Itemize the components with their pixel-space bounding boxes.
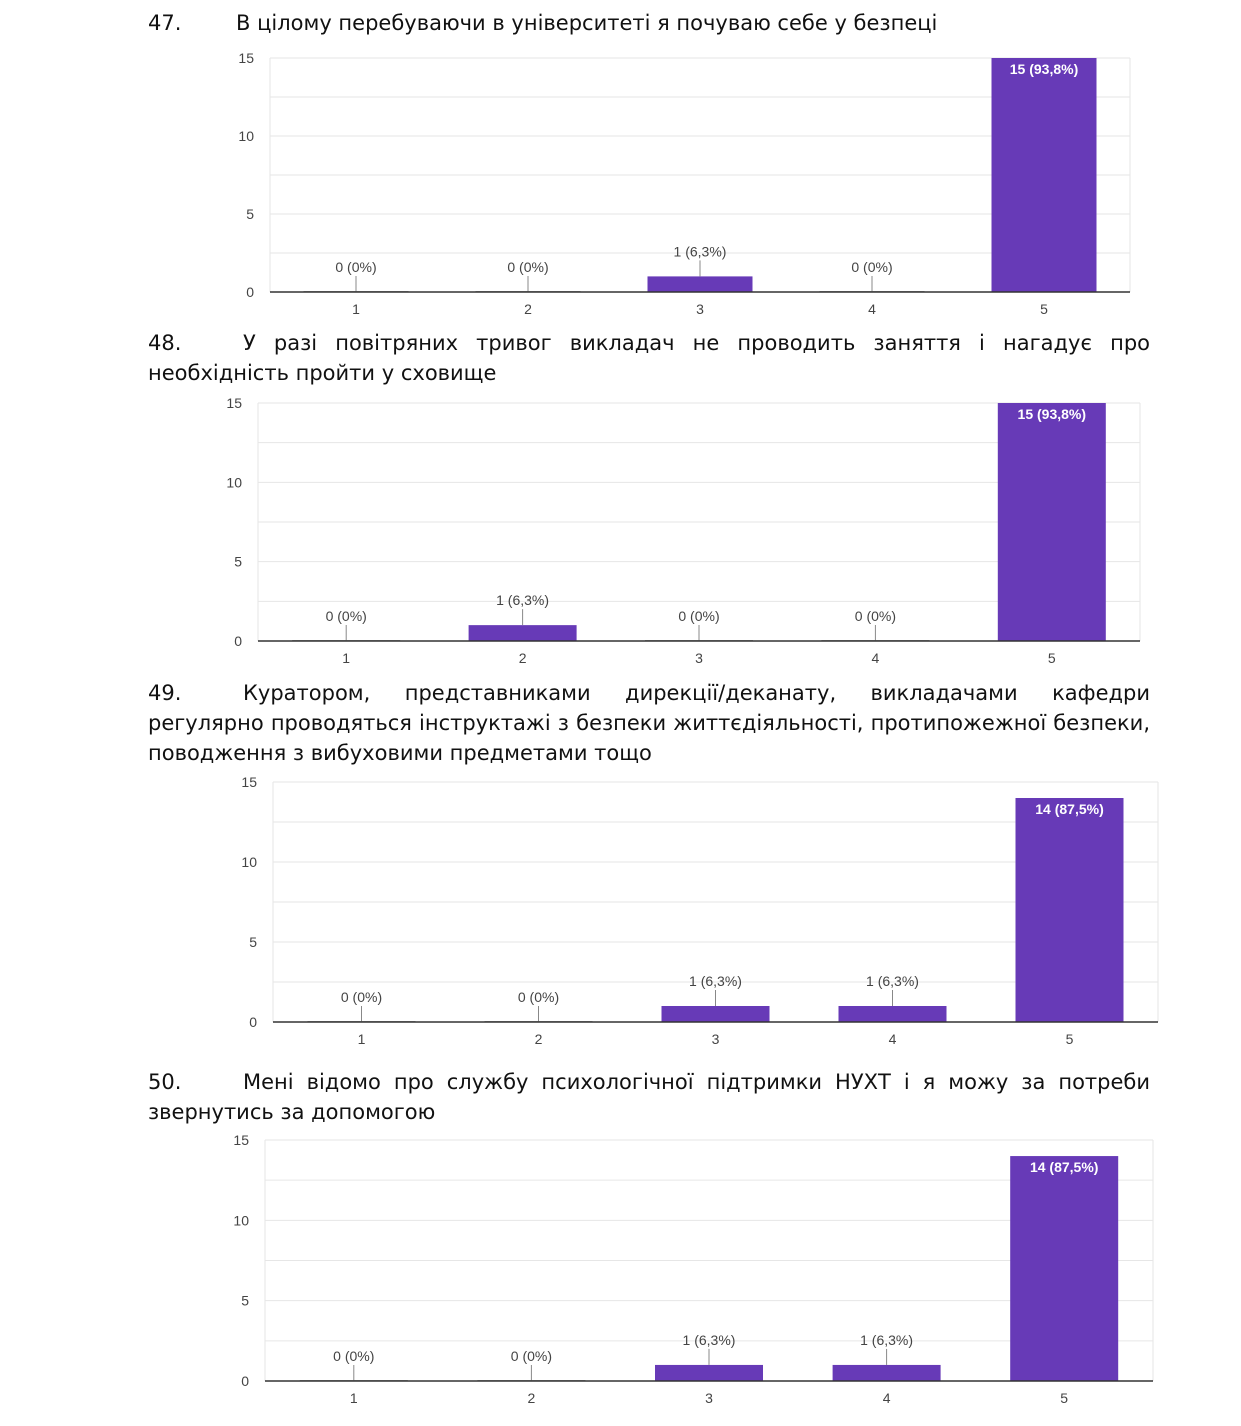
question-text: Куратором, представниками дирекції/декан…	[148, 681, 1150, 765]
chart-question-48: 0 5 10 15 0 (0%) 1 1 (6,3%) 2 0 (0%) 3 0 (0%) 4 15 (…	[226, 395, 1141, 666]
question-48: 48. У разі повітряних тривог викладач не …	[148, 328, 1150, 388]
y-tick-label: 5	[241, 1293, 249, 1309]
data-label: 15 (93,8%)	[1010, 61, 1078, 77]
question-49: 49. Куратором, представниками дирекції/де…	[148, 678, 1150, 768]
y-tick-label: 0	[234, 633, 242, 649]
question-text: Мені відомо про службу психологічної під…	[148, 1070, 1150, 1124]
data-label: 0 (0%)	[518, 989, 559, 1005]
y-tick-label: 10	[238, 128, 254, 144]
data-label: 14 (87,5%)	[1030, 1159, 1098, 1175]
chart-question-50: 0 5 10 15 0 (0%) 1 0 (0%) 2 1 (6,3%) 3 1 (6,3%) 4 14…	[233, 1132, 1154, 1406]
question-text: У разі повітряних тривог викладач не про…	[148, 331, 1150, 385]
data-label: 0 (0%)	[511, 1348, 552, 1364]
data-label: 14 (87,5%)	[1035, 801, 1103, 817]
data-label: 0 (0%)	[333, 1348, 374, 1364]
x-tick-label: 5	[1060, 1390, 1068, 1406]
x-tick-label: 4	[872, 650, 880, 666]
x-tick-label: 2	[535, 1031, 543, 1047]
x-tick-label: 5	[1066, 1031, 1074, 1047]
y-tick-label: 5	[234, 554, 242, 570]
y-tick-label: 0	[241, 1373, 249, 1389]
x-tick-label: 3	[696, 301, 704, 317]
x-tick-label: 1	[342, 650, 350, 666]
bar	[991, 58, 1097, 292]
data-label: 0 (0%)	[851, 259, 892, 275]
y-tick-label: 0	[246, 284, 254, 300]
data-label: 1 (6,3%)	[683, 1332, 736, 1348]
y-tick-label: 5	[249, 934, 257, 950]
bar	[838, 1006, 947, 1022]
y-tick-label: 5	[246, 206, 254, 222]
bar	[1015, 798, 1124, 1022]
x-tick-label: 5	[1048, 650, 1056, 666]
x-tick-label: 1	[358, 1031, 366, 1047]
bar	[997, 403, 1106, 641]
data-label: 0 (0%)	[335, 259, 376, 275]
y-tick-label: 10	[226, 474, 242, 490]
x-tick-label: 4	[883, 1390, 891, 1406]
question-number: 49.	[148, 681, 182, 705]
y-tick-label: 15	[233, 1132, 249, 1148]
chart-question-49: 0 5 10 15 0 (0%) 1 0 (0%) 2 1 (6,3%) 3 1 (6,3%) 4 14…	[241, 774, 1159, 1047]
x-tick-label: 1	[350, 1390, 358, 1406]
bar	[647, 276, 753, 292]
question-47: 47. В цілому перебуваючи в університеті я…	[148, 8, 1150, 38]
data-label: 0 (0%)	[326, 608, 367, 624]
bar	[661, 1006, 770, 1022]
data-label: 1 (6,3%)	[866, 973, 919, 989]
y-tick-label: 10	[241, 854, 257, 870]
x-tick-label: 3	[712, 1031, 720, 1047]
y-tick-label: 15	[226, 395, 242, 411]
data-label: 1 (6,3%)	[674, 243, 727, 259]
x-tick-label: 2	[524, 301, 532, 317]
question-number: 47.	[148, 11, 182, 35]
data-label: 1 (6,3%)	[496, 592, 549, 608]
x-tick-label: 4	[868, 301, 876, 317]
data-label: 0 (0%)	[855, 608, 896, 624]
data-label: 1 (6,3%)	[689, 973, 742, 989]
y-tick-label: 10	[233, 1212, 249, 1228]
question-50: 50. Мені відомо про службу психологічної …	[148, 1067, 1150, 1127]
question-number: 48.	[148, 331, 182, 355]
bar	[655, 1364, 763, 1381]
data-label: 0 (0%)	[341, 989, 382, 1005]
y-tick-label: 15	[238, 50, 254, 66]
question-text: В цілому перебуваючи в університеті я по…	[236, 11, 938, 35]
x-tick-label: 2	[519, 650, 527, 666]
question-number: 50.	[148, 1070, 182, 1094]
chart-question-47: 0 5 10 15 0 (0%) 1 0 (0%) 2 1 (6,3%) 3 0 (0%) 4 15 (…	[238, 50, 1131, 317]
data-label: 15 (93,8%)	[1018, 406, 1086, 422]
x-tick-label: 3	[695, 650, 703, 666]
x-tick-label: 4	[889, 1031, 897, 1047]
bar	[832, 1364, 941, 1381]
x-tick-label: 1	[352, 301, 360, 317]
data-label: 0 (0%)	[507, 259, 548, 275]
x-tick-label: 2	[528, 1390, 536, 1406]
x-tick-label: 5	[1040, 301, 1048, 317]
y-tick-label: 15	[241, 774, 257, 790]
x-tick-label: 3	[705, 1390, 713, 1406]
data-label: 0 (0%)	[678, 608, 719, 624]
y-tick-label: 0	[249, 1014, 257, 1030]
bar	[468, 625, 577, 641]
bar	[1010, 1156, 1119, 1381]
data-label: 1 (6,3%)	[860, 1332, 913, 1348]
